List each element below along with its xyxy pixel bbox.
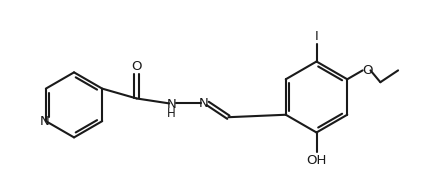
Text: O: O	[131, 61, 142, 74]
Text: H: H	[167, 107, 175, 120]
Text: I: I	[315, 30, 318, 43]
Text: O: O	[362, 64, 373, 77]
Text: OH: OH	[306, 154, 327, 167]
Text: N: N	[166, 98, 176, 111]
Text: N: N	[40, 115, 50, 128]
Text: N: N	[199, 97, 208, 110]
